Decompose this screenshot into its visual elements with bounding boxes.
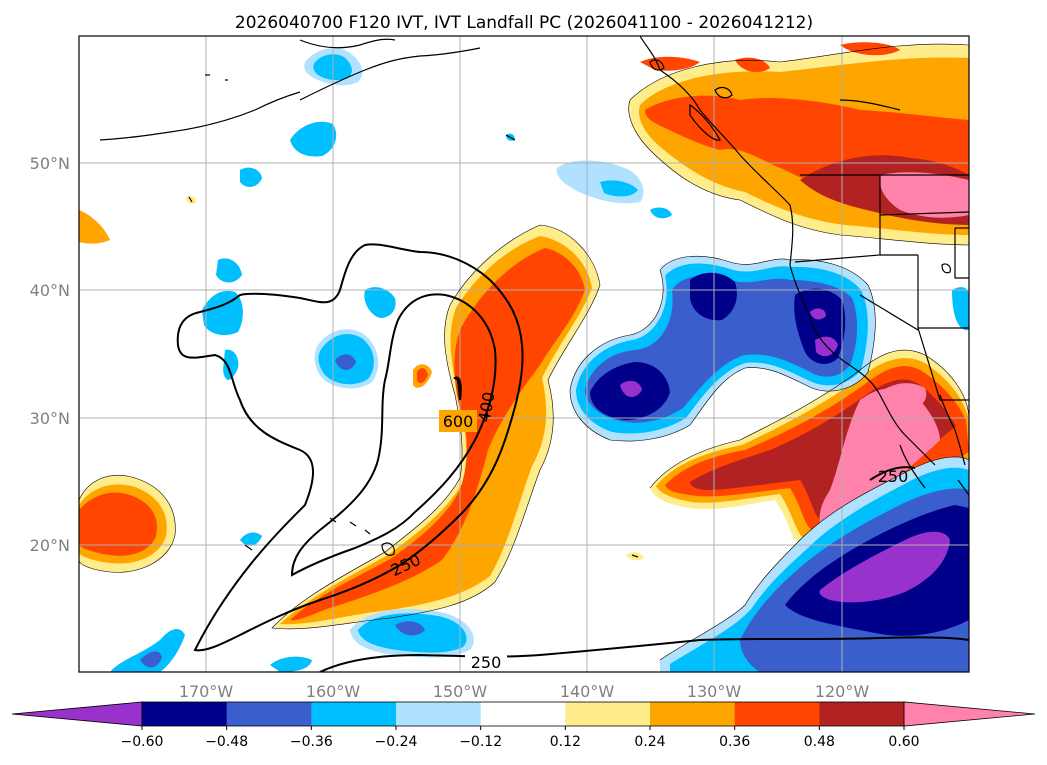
colorbar-tick-label: 0.12 xyxy=(550,734,581,750)
colorbar-extend-max xyxy=(903,701,1036,727)
lon-label: 170°W xyxy=(179,682,234,701)
latitude-labels: 20°N 30°N 40°N 50°N xyxy=(30,154,70,555)
colorbar-tick-label: −0.12 xyxy=(459,734,502,750)
colorbar-frame xyxy=(141,701,905,727)
lon-label: 130°W xyxy=(687,682,742,701)
colorbar: −0.60 −0.48 −0.36 −0.24 −0.12 0.12 0.24 0.36 0.4… xyxy=(11,701,1036,750)
lat-label: 50°N xyxy=(30,154,70,173)
lat-label: 20°N xyxy=(30,536,70,555)
colorbar-segment xyxy=(650,702,736,726)
colorbar-extend-min xyxy=(11,701,143,727)
gridlines xyxy=(79,36,969,672)
colorbar-segment xyxy=(819,702,905,726)
coastlines xyxy=(99,36,969,558)
colorbar-tick-label: 0.60 xyxy=(888,734,919,750)
colorbar-tick-label: 0.24 xyxy=(634,734,665,750)
longitude-labels: 170°W 160°W 150°W 140°W 130°W 120°W xyxy=(179,682,870,701)
lon-label: 140°W xyxy=(560,682,615,701)
colorbar-tick-label: 0.36 xyxy=(719,734,750,750)
contour-label-250-south: 250 xyxy=(471,653,502,672)
contour-label-600: 600 xyxy=(443,412,474,431)
map-panel[interactable]: 600 400 250 250 250 xyxy=(79,36,969,672)
lon-label: 120°W xyxy=(815,682,870,701)
colorbar-tick-label: −0.24 xyxy=(375,734,418,750)
lon-label: 150°W xyxy=(433,682,488,701)
contour-label-250-coast: 250 xyxy=(878,467,909,486)
pc-thin-contours xyxy=(79,43,969,661)
colorbar-tick-label: 0.48 xyxy=(804,734,835,750)
colorbar-segment xyxy=(734,702,820,726)
colorbar-segment xyxy=(396,702,482,726)
colorbar-tick-label: −0.36 xyxy=(290,734,333,750)
colorbar-segment xyxy=(480,702,566,726)
colorbar-tick-label: −0.48 xyxy=(205,734,248,750)
negative-pc-shading xyxy=(110,48,969,672)
colorbar-segment xyxy=(226,702,312,726)
lat-label: 40°N xyxy=(30,281,70,300)
chart-title: 2026040700 F120 IVT, IVT Landfall PC (20… xyxy=(235,13,813,33)
colorbar-segment xyxy=(565,702,651,726)
colorbar-segment xyxy=(142,702,228,726)
colorbar-segment xyxy=(311,702,397,726)
ivt-contours xyxy=(176,243,969,672)
lon-label: 160°W xyxy=(306,682,361,701)
map-frame xyxy=(78,35,970,673)
colorbar-tick-label: −0.60 xyxy=(121,734,164,750)
lat-label: 30°N xyxy=(30,409,70,428)
